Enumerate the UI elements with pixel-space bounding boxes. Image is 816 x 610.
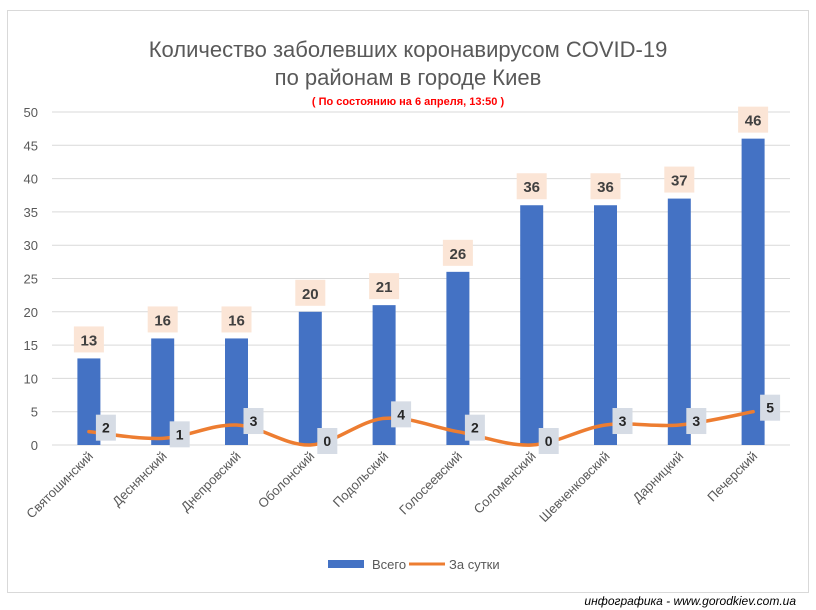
bar bbox=[594, 205, 617, 445]
bar bbox=[298, 311, 322, 445]
bar-data-label: 46 bbox=[745, 113, 762, 130]
line-data-label: 2 bbox=[471, 420, 479, 436]
chart-title-line1: Количество заболевших коронавирусом COVI… bbox=[148, 37, 668, 62]
legend-swatch-vsego bbox=[328, 560, 364, 568]
bar-label-bg bbox=[73, 326, 104, 353]
line-data-label: 3 bbox=[692, 413, 700, 429]
line-data-label: 1 bbox=[176, 426, 184, 442]
line-label-bg bbox=[95, 414, 116, 441]
bar bbox=[667, 198, 691, 445]
bar-label-bg bbox=[369, 273, 400, 300]
chart-frame bbox=[7, 10, 809, 593]
line-series-path bbox=[87, 409, 755, 447]
line-data-label: 4 bbox=[397, 406, 405, 422]
y-tick-label: 25 bbox=[24, 272, 38, 287]
line-za-sutki bbox=[87, 409, 755, 447]
bar-data-label: 26 bbox=[450, 246, 467, 263]
y-tick-label: 50 bbox=[24, 105, 38, 120]
legend-label-za-sutki: За сутки bbox=[449, 557, 500, 572]
bar bbox=[446, 271, 470, 445]
line-data-label: 0 bbox=[323, 433, 331, 449]
x-category-label: Деснянский bbox=[109, 449, 170, 510]
y-tick-label: 15 bbox=[24, 338, 38, 353]
x-category-label: Дарницкий bbox=[630, 449, 687, 506]
line-data-labels: 2 1 3 0 4 2 0 3 3 5 bbox=[95, 394, 781, 454]
bar bbox=[77, 358, 101, 445]
line-label-bg bbox=[391, 401, 412, 428]
credit-text: инфографика - www.gorodkiev.com.ua bbox=[584, 594, 796, 608]
bar-data-label: 21 bbox=[376, 279, 393, 296]
y-tick-label: 0 bbox=[31, 438, 38, 453]
bar-data-labels: 13 16 16 20 21 26 36 36 37 46 bbox=[73, 106, 769, 353]
x-category-label: Шевченковский bbox=[536, 449, 613, 526]
bar bbox=[741, 138, 765, 445]
x-category-label: Печерский bbox=[704, 449, 760, 505]
bar-label-bg bbox=[442, 239, 473, 266]
chart-title-line2: по районам в городе Киев bbox=[274, 65, 542, 90]
line-label-bg bbox=[169, 421, 190, 448]
bar-data-label: 13 bbox=[81, 332, 98, 349]
bar bbox=[225, 338, 248, 445]
y-tick-label: 10 bbox=[24, 371, 38, 386]
y-tick-label: 30 bbox=[24, 238, 38, 253]
bar bbox=[372, 305, 396, 445]
y-tick-label: 20 bbox=[24, 305, 38, 320]
line-label-bg bbox=[317, 428, 338, 454]
bar bbox=[151, 338, 175, 445]
x-axis-categories: Святошинский Деснянский Днепровский Оболонс… bbox=[23, 449, 760, 526]
line-data-label: 2 bbox=[102, 420, 110, 436]
bar-label-bg bbox=[738, 106, 769, 133]
bar-data-label: 16 bbox=[154, 312, 171, 329]
bar bbox=[520, 205, 544, 445]
x-category-label: Оболонский bbox=[255, 449, 317, 511]
bar-label-bg bbox=[516, 173, 547, 200]
line-data-label: 3 bbox=[619, 413, 627, 429]
x-category-label: Святошинский bbox=[23, 449, 96, 522]
bar-data-label: 16 bbox=[228, 312, 245, 329]
line-label-bg bbox=[243, 408, 264, 435]
gridlines bbox=[52, 111, 790, 446]
bar-label-bg bbox=[295, 279, 326, 306]
legend: Всего За сутки bbox=[328, 557, 500, 572]
line-data-label: 0 bbox=[545, 433, 553, 449]
bar-label-bg bbox=[590, 173, 621, 200]
x-category-label: Подольский bbox=[330, 449, 391, 510]
y-tick-label: 40 bbox=[24, 172, 38, 187]
line-data-label: 3 bbox=[250, 413, 258, 429]
x-category-label: Голосеевский bbox=[396, 449, 465, 518]
y-tick-label: 5 bbox=[31, 405, 38, 420]
line-label-bg bbox=[538, 428, 559, 454]
line-label-bg bbox=[464, 414, 485, 441]
bar-data-label: 20 bbox=[302, 286, 319, 303]
legend-label-vsego: Всего bbox=[372, 557, 406, 572]
y-axis-ticks: 0 5 10 15 20 25 30 35 40 45 50 bbox=[24, 105, 38, 453]
line-label-bg bbox=[686, 408, 707, 435]
y-tick-label: 35 bbox=[24, 205, 38, 220]
bar-label-bg bbox=[221, 306, 252, 333]
bar-data-label: 36 bbox=[523, 179, 540, 196]
bar-data-label: 37 bbox=[671, 173, 688, 190]
bar-data-label: 36 bbox=[597, 179, 614, 196]
x-category-label: Днепровский bbox=[178, 449, 244, 515]
line-label-bg bbox=[612, 408, 633, 435]
bars-vsego bbox=[77, 138, 765, 445]
line-data-label: 5 bbox=[766, 400, 774, 416]
bar-label-bg bbox=[147, 306, 178, 333]
chart-subtitle: ( По состоянию на 6 апреля, 13:50 ) bbox=[311, 96, 505, 108]
y-tick-label: 45 bbox=[24, 138, 38, 153]
x-category-label: Соломенский bbox=[471, 449, 539, 517]
bar-label-bg bbox=[664, 166, 695, 193]
line-label-bg bbox=[760, 394, 781, 421]
